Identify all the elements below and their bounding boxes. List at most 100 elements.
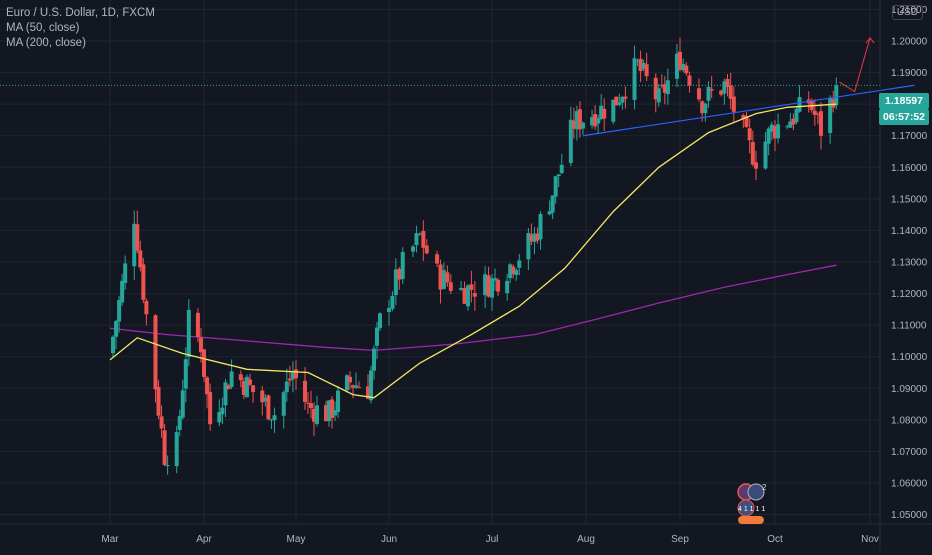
candle-body — [387, 308, 391, 312]
candle-body — [577, 109, 582, 130]
time-tick-label: Jun — [381, 534, 397, 545]
price-tick-label: 1.11000 — [891, 321, 927, 332]
price-tick-label: 1.15000 — [891, 194, 928, 205]
symbol-title[interactable]: Euro / U.S. Dollar, 1D, FXCM — [6, 7, 155, 19]
ma50-line — [109, 103, 837, 399]
candle-body — [697, 88, 701, 100]
last-price-label: 1.18597 — [879, 93, 929, 109]
time-axis[interactable]: MarAprMayJunJulAugSepOctNovDec — [0, 523, 932, 545]
projection-arrow — [839, 37, 871, 93]
arrow-head-icon — [865, 37, 875, 44]
price-tick-label: 1.05000 — [891, 510, 928, 521]
candle-body — [144, 300, 149, 315]
ma200-line-layer — [109, 264, 837, 352]
candle-body — [535, 233, 540, 241]
price-tick-label: 1.12000 — [891, 289, 928, 300]
ma200-line — [109, 264, 837, 352]
candle-body — [114, 321, 119, 337]
ma50-line-layer — [109, 103, 837, 399]
candle-body — [590, 117, 595, 126]
candle-body — [400, 252, 405, 279]
candle-body — [251, 385, 256, 393]
candle-body — [725, 78, 730, 88]
candle-body — [508, 264, 513, 279]
chart-legend: Euro / U.S. Dollar, 1D, FXCM MA (50, clo… — [6, 6, 155, 51]
price-tick-label: 1.16000 — [891, 163, 928, 174]
price-axis[interactable]: 1.210001.200001.190001.180001.170001.160… — [879, 0, 928, 550]
candle-body — [135, 224, 140, 251]
candle-body — [505, 280, 510, 294]
candle-body — [763, 141, 768, 169]
candle-body — [700, 101, 705, 114]
candle-body — [441, 270, 446, 289]
candle-body — [417, 233, 422, 235]
candle-body — [638, 58, 643, 72]
ma200-legend[interactable]: MA (200, close) — [6, 37, 86, 49]
bar-countdown-label: 06:57:52 — [879, 109, 929, 125]
currency-badge[interactable]: USD — [891, 5, 923, 20]
time-tick-label: Jul — [486, 534, 499, 545]
candle-body — [797, 97, 802, 112]
candle-body — [294, 369, 298, 379]
candle-body — [306, 402, 310, 404]
candle-body — [472, 293, 477, 297]
candle-body — [593, 114, 598, 127]
candles-layer — [111, 37, 839, 475]
candle-body — [226, 385, 231, 390]
candle-body — [378, 313, 382, 329]
candle-body — [336, 390, 340, 413]
candle-body — [183, 359, 188, 389]
ideas-badge[interactable]: 2 4 1 1 1 1 — [736, 482, 768, 526]
candle-body — [324, 405, 328, 422]
candle-body — [818, 111, 823, 136]
candle-body — [397, 268, 402, 280]
candle-body — [731, 96, 736, 112]
candle-body — [659, 85, 664, 87]
candle-body — [217, 411, 222, 423]
candle-body — [174, 432, 179, 467]
candle-body — [653, 77, 658, 100]
time-tick-label: Apr — [196, 534, 212, 545]
candle-body — [186, 309, 191, 358]
candle-body — [462, 288, 467, 304]
candle-body — [372, 348, 376, 371]
badge-count: 2 — [762, 483, 767, 492]
candle-body — [687, 75, 692, 86]
candle-body — [674, 53, 679, 79]
candle-body — [117, 299, 122, 322]
candle-body — [248, 379, 252, 385]
candle-body — [623, 96, 628, 99]
candle-body — [330, 399, 334, 418]
candle-body — [632, 58, 637, 100]
time-tick-label: Sep — [671, 534, 689, 545]
candle-body — [728, 85, 733, 99]
candle-body — [120, 280, 125, 303]
ma50-legend[interactable]: MA (50, close) — [6, 22, 80, 34]
price-tick-label: 1.13000 — [891, 258, 928, 269]
candle-body — [656, 88, 661, 103]
candle-body — [465, 285, 470, 307]
candle-body — [445, 272, 450, 283]
candle-body — [526, 233, 531, 260]
candle-body — [281, 392, 286, 416]
candle-body — [556, 174, 561, 176]
candle-body — [260, 390, 265, 403]
candle-body — [309, 403, 313, 409]
candle-body — [448, 282, 453, 291]
candle-body — [303, 380, 307, 402]
candle-body — [596, 118, 601, 124]
candle-body — [266, 395, 271, 420]
candle-body — [156, 386, 161, 416]
candle-body — [644, 64, 649, 77]
candle-body — [580, 122, 585, 129]
candle-body — [153, 315, 158, 390]
time-tick-label: Aug — [577, 534, 595, 545]
candle-body — [517, 260, 522, 268]
candle-body — [354, 385, 358, 388]
candle-body — [635, 60, 640, 62]
candle-body — [111, 336, 116, 354]
candle-body — [159, 416, 164, 429]
candle-body — [223, 382, 228, 406]
